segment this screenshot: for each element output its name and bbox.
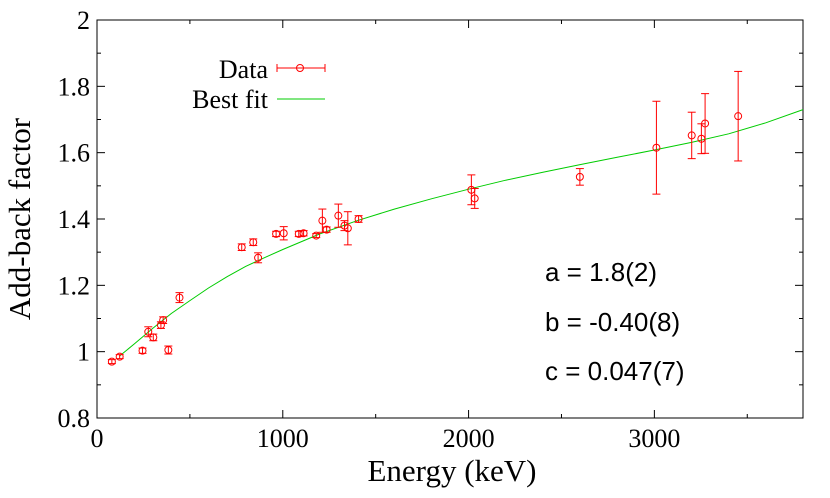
data-point (272, 229, 281, 238)
point-marker (334, 211, 343, 220)
point-marker (254, 253, 263, 262)
data-point (354, 215, 363, 223)
data-point (734, 70, 743, 162)
data-point (279, 226, 288, 241)
point-marker (294, 229, 303, 238)
data-point (164, 345, 173, 355)
point-marker (156, 321, 165, 330)
data-point (107, 357, 116, 366)
data-point (294, 229, 303, 238)
data-point (254, 252, 263, 264)
data-point (115, 352, 124, 361)
data-point (687, 111, 696, 160)
data-point (322, 225, 331, 234)
point-marker (144, 327, 153, 336)
data-point (144, 326, 153, 338)
point-marker (164, 346, 173, 355)
fit-parameters: a = 1.8(2) b = -0.40(8) c = 0.047(7) (545, 257, 684, 386)
y-tick-label: 1.6 (58, 139, 91, 168)
data-point (149, 333, 158, 342)
point-marker (318, 216, 327, 225)
data-point (652, 100, 661, 195)
param-a: a = 1.8(2) (545, 257, 657, 287)
data-point (697, 123, 706, 155)
point-marker (312, 231, 321, 240)
point-marker (575, 172, 584, 181)
legend-marker-data (276, 64, 326, 72)
data-point (334, 203, 343, 228)
data-point (312, 231, 321, 240)
y-tick-label: 1.8 (58, 72, 91, 101)
y-tick-label: 1 (77, 338, 90, 367)
point-marker (734, 112, 743, 121)
y-tick-label: 2 (77, 6, 90, 35)
legend-label-best-fit: Best fit (192, 85, 269, 114)
point-marker (107, 357, 116, 366)
data-point (175, 292, 184, 304)
x-tick-label: 0 (91, 424, 104, 453)
point-marker (354, 215, 363, 223)
data-point (159, 316, 168, 325)
point-marker (249, 238, 258, 247)
param-b: b = -0.40(8) (545, 307, 680, 337)
data-points-layer (107, 70, 743, 366)
best-fit-line (118, 109, 804, 357)
data-point (575, 168, 584, 186)
legend-label-data: Data (219, 55, 269, 84)
point-marker (272, 229, 281, 238)
data-point (318, 208, 327, 233)
data-point (138, 346, 147, 355)
point-marker (149, 333, 158, 342)
point-marker (159, 316, 168, 325)
plot-frame (96, 19, 804, 419)
y-tick-label: 0.8 (58, 404, 91, 433)
param-c: c = 0.047(7) (545, 356, 684, 386)
point-marker (138, 346, 147, 355)
x-tick-label: 3000 (628, 424, 680, 453)
data-point (470, 187, 479, 209)
data-point (343, 211, 352, 246)
data-point (237, 243, 246, 252)
x-tick-label: 1000 (257, 424, 309, 453)
data-point (249, 238, 258, 247)
y-tick-label: 1.4 (58, 205, 91, 234)
point-marker (237, 243, 246, 252)
legend: Data Best fit (192, 55, 326, 114)
x-axis-title: Energy (keV) (367, 453, 536, 488)
point-marker (343, 224, 352, 233)
point-marker (299, 229, 308, 238)
y-axis-title: Add-back factor (2, 117, 37, 320)
fit-layer (118, 109, 804, 357)
point-marker (279, 229, 288, 238)
point-marker (701, 119, 710, 128)
point-marker (175, 293, 184, 302)
data-point (299, 229, 308, 238)
point-marker (652, 143, 661, 152)
data-point (701, 93, 710, 154)
axis-ticks: 0 1000 2000 3000 0.8 1 1.2 1.4 1.6 1.8 2 (58, 6, 803, 453)
point-marker (115, 352, 124, 361)
point-marker (470, 194, 479, 203)
point-marker (322, 225, 331, 234)
point-marker (687, 131, 696, 140)
x-tick-label: 2000 (443, 424, 495, 453)
y-tick-label: 1.2 (58, 271, 91, 300)
